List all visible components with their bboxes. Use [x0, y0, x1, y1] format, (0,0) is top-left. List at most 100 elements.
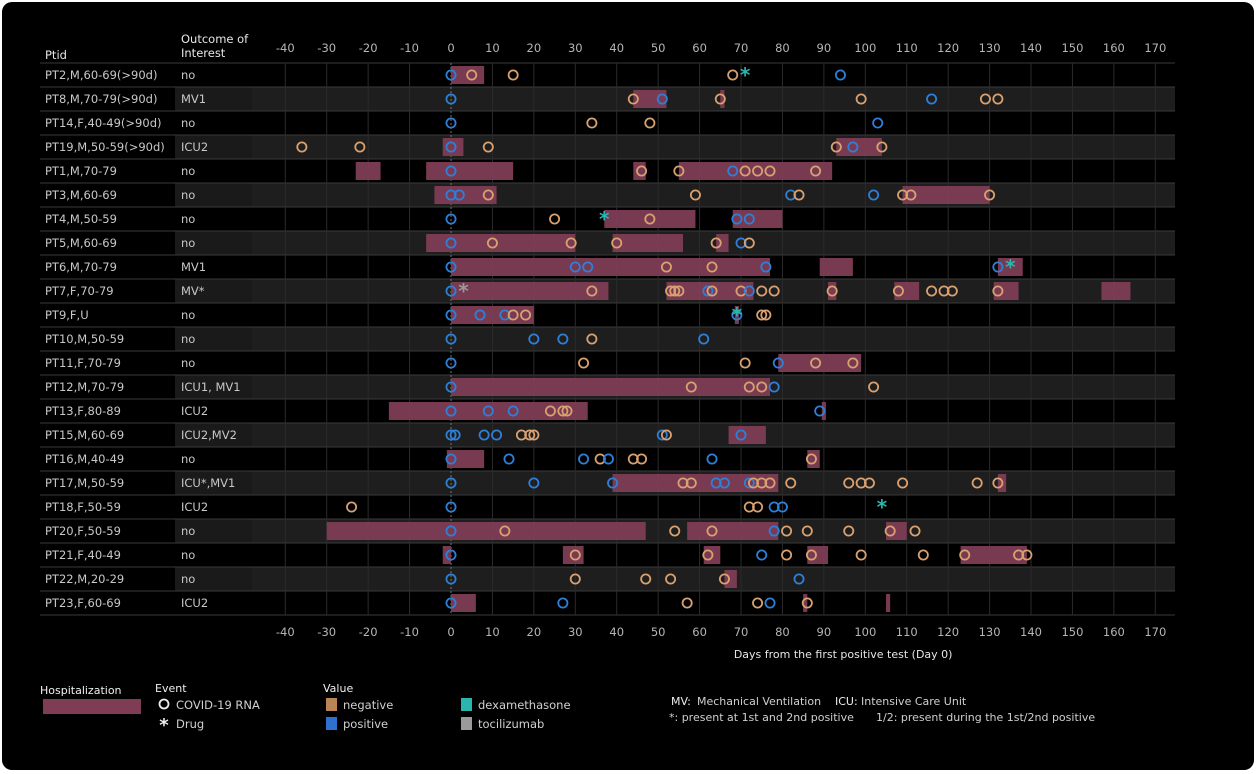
rna-negative-marker	[847, 357, 859, 369]
x-tick-label: 150	[1061, 625, 1083, 639]
outcome-label: no	[181, 308, 195, 322]
rna-negative-marker	[507, 69, 519, 81]
x-tick-label: 90	[817, 625, 832, 639]
hospitalization-bar	[326, 522, 646, 540]
outcome-label: no	[181, 524, 195, 538]
outcome-label: no	[181, 356, 195, 370]
rna-negative-marker	[793, 189, 805, 201]
rna-negative-marker	[781, 549, 793, 561]
hospitalization-bar	[732, 210, 783, 228]
patient-id-label: PT3,M,60-69	[45, 188, 117, 202]
x-tick-label: 30	[568, 41, 583, 55]
rna-positive-marker	[445, 333, 457, 345]
rna-positive-marker	[834, 69, 846, 81]
rna-positive-marker	[445, 357, 457, 369]
hospitalization-bar	[451, 594, 476, 612]
rna-negative-marker	[486, 237, 498, 249]
rna-negative-marker	[971, 477, 983, 489]
x-tick-label: 160	[1103, 41, 1125, 55]
hospitalization-bar	[902, 186, 990, 204]
rna-negative-marker	[665, 285, 677, 297]
rna-negative-marker	[718, 573, 730, 585]
patient-id-label: PT7,F,70-79	[45, 284, 114, 298]
x-tick-label: 10	[485, 41, 500, 55]
rna-positive-marker	[656, 93, 668, 105]
rna-negative-marker	[768, 285, 780, 297]
hospitalization-bar	[633, 90, 667, 108]
legend-hospitalization-swatch	[43, 699, 141, 714]
hospitalization-bar	[997, 258, 1023, 276]
x-tick-label: 150	[1061, 41, 1083, 55]
rna-positive-marker	[868, 189, 880, 201]
patient-id-label: PT4,M,50-59	[45, 212, 117, 226]
rna-negative-marker	[499, 525, 511, 537]
rna-negative-marker	[979, 93, 991, 105]
hospitalization-bar	[960, 546, 1027, 564]
rna-positive-marker	[710, 477, 722, 489]
rna-negative-marker	[1013, 549, 1025, 561]
outcome-label: ICU2	[181, 596, 208, 610]
rna-negative-marker	[296, 141, 308, 153]
rna-positive-marker	[578, 453, 590, 465]
x-tick-label: -30	[317, 41, 336, 55]
rna-positive-marker	[445, 237, 457, 249]
hospitalization-bar	[734, 306, 739, 324]
outcome-label: no	[181, 548, 195, 562]
rna-positive-marker	[445, 597, 457, 609]
outcome-label: ICU2	[181, 140, 208, 154]
outcome-label: no	[181, 236, 195, 250]
patient-id-label: PT9,F,U	[45, 308, 89, 322]
hospitalization-bar	[720, 90, 725, 108]
legend-dexamethasone-swatch	[461, 698, 472, 711]
rna-positive-marker	[756, 549, 768, 561]
rna-positive-marker	[445, 573, 457, 585]
legend-dexamethasone-label: dexamethasone	[478, 698, 571, 712]
rna-negative-marker	[752, 597, 764, 609]
rna-negative-marker	[586, 117, 598, 129]
rna-positive-marker	[445, 381, 457, 393]
x-tick-label: 10	[485, 625, 500, 639]
x-tick-label: -10	[400, 625, 419, 639]
rna-positive-marker	[735, 237, 747, 249]
rna-positive-marker	[491, 429, 503, 441]
patient-id-label: PT22,M,20-29	[45, 572, 124, 586]
legend-negative-swatch	[326, 698, 337, 711]
rna-positive-marker	[445, 549, 457, 561]
x-tick-label: 30	[568, 625, 583, 639]
rna-positive-marker	[445, 285, 457, 297]
rna-positive-marker	[474, 309, 486, 321]
rna-negative-marker	[897, 189, 909, 201]
rna-negative-marker	[706, 525, 718, 537]
patient-id-label: PT11,F,70-79	[45, 356, 121, 370]
rna-negative-marker	[855, 477, 867, 489]
x-axis-label: Days from the first positive test (Day 0…	[734, 648, 953, 661]
rna-negative-marker	[549, 213, 561, 225]
rna-negative-marker	[938, 285, 950, 297]
outcome-label: no	[181, 332, 195, 346]
rna-negative-marker	[706, 285, 718, 297]
rna-negative-marker	[354, 141, 366, 153]
outcome-label: no	[181, 572, 195, 586]
rna-negative-marker	[855, 549, 867, 561]
x-tick-label: 50	[651, 625, 666, 639]
rna-negative-marker	[743, 237, 755, 249]
rna-positive-marker	[764, 597, 776, 609]
row-band	[252, 327, 1175, 351]
patient-id-label: PT15,M,60-69	[45, 428, 124, 442]
legend-positive-swatch	[326, 717, 337, 730]
hospitalization-bar	[894, 282, 920, 300]
rna-negative-marker	[805, 549, 817, 561]
patient-id-label: PT17,M,50-59	[45, 476, 124, 490]
rna-negative-marker	[636, 453, 648, 465]
rna-negative-marker	[466, 69, 478, 81]
rna-negative-marker	[1021, 549, 1033, 561]
rna-negative-marker	[660, 261, 672, 273]
x-tick-label: -40	[276, 625, 295, 639]
rna-negative-marker	[681, 597, 693, 609]
rna-positive-marker	[445, 453, 457, 465]
x-tick-label: 80	[775, 625, 790, 639]
rna-negative-marker	[627, 453, 639, 465]
rna-negative-marker	[909, 525, 921, 537]
outcome-label: no	[181, 452, 195, 466]
